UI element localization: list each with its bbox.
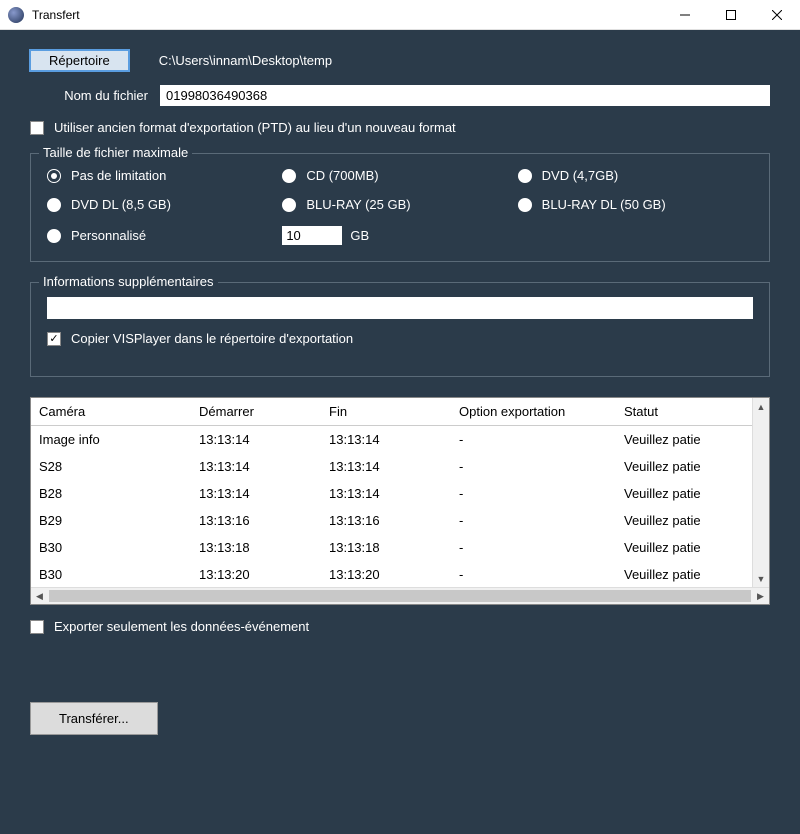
table-cell: - bbox=[451, 426, 616, 453]
table-row[interactable]: B3013:13:1813:13:18-Veuillez patie bbox=[31, 534, 769, 561]
table-cell: S28 bbox=[31, 453, 191, 480]
transfer-button[interactable]: Transférer... bbox=[30, 702, 158, 735]
legacy-format-label: Utiliser ancien format d'exportation (PT… bbox=[54, 120, 456, 135]
radio-custom[interactable] bbox=[47, 229, 61, 243]
th-start[interactable]: Démarrer bbox=[191, 398, 321, 425]
table-cell: 13:13:14 bbox=[321, 480, 451, 507]
scroll-left-icon[interactable]: ◀ bbox=[31, 588, 48, 604]
export-table: Caméra Démarrer Fin Option exportation S… bbox=[30, 397, 770, 605]
titlebar: Transfert bbox=[0, 0, 800, 30]
radio-dvd-dl[interactable] bbox=[47, 198, 61, 212]
table-cell: 13:13:16 bbox=[191, 507, 321, 534]
table-cell: B29 bbox=[31, 507, 191, 534]
table-cell: B30 bbox=[31, 561, 191, 588]
radio-cd[interactable] bbox=[282, 169, 296, 183]
legacy-format-checkbox[interactable] bbox=[30, 121, 44, 135]
info-text-input[interactable] bbox=[47, 297, 753, 319]
table-cell: Veuillez patie bbox=[616, 507, 712, 534]
table-cell: Image info bbox=[31, 426, 191, 453]
maximize-button[interactable] bbox=[708, 0, 754, 30]
table-row[interactable]: B2813:13:1413:13:14-Veuillez patie bbox=[31, 480, 769, 507]
hscroll-thumb[interactable] bbox=[49, 590, 751, 602]
vertical-scrollbar[interactable]: ▲ ▼ bbox=[752, 398, 769, 587]
table-row[interactable]: B2913:13:1613:13:16-Veuillez patie bbox=[31, 507, 769, 534]
table-cell: - bbox=[451, 453, 616, 480]
radio-bluray-dl[interactable] bbox=[518, 198, 532, 212]
th-status[interactable]: Statut bbox=[616, 398, 712, 425]
horizontal-scrollbar[interactable]: ◀ ▶ bbox=[31, 587, 769, 604]
copy-player-checkbox[interactable] bbox=[47, 332, 61, 346]
filename-label: Nom du fichier bbox=[30, 88, 160, 103]
table-cell: 13:13:18 bbox=[191, 534, 321, 561]
radio-dvd-label: DVD (4,7GB) bbox=[542, 168, 619, 183]
radio-bluray-label: BLU-RAY (25 GB) bbox=[306, 197, 410, 212]
content-panel: Répertoire C:\Users\innam\Desktop\temp N… bbox=[0, 30, 800, 834]
th-export-option[interactable]: Option exportation bbox=[451, 398, 616, 425]
table-cell: 13:13:20 bbox=[321, 561, 451, 588]
table-cell: B30 bbox=[31, 534, 191, 561]
copy-player-label: Copier VISPlayer dans le répertoire d'ex… bbox=[71, 331, 353, 346]
filesize-fieldset: Taille de fichier maximale Pas de limita… bbox=[30, 153, 770, 262]
table-header: Caméra Démarrer Fin Option exportation S… bbox=[31, 398, 769, 426]
table-cell: 13:13:20 bbox=[191, 561, 321, 588]
table-cell: 13:13:16 bbox=[321, 507, 451, 534]
table-cell: - bbox=[451, 534, 616, 561]
info-legend: Informations supplémentaires bbox=[39, 274, 218, 289]
custom-size-input[interactable] bbox=[282, 226, 342, 245]
table-cell: - bbox=[451, 561, 616, 588]
radio-bluray-dl-label: BLU-RAY DL (50 GB) bbox=[542, 197, 666, 212]
table-cell: - bbox=[451, 507, 616, 534]
th-end[interactable]: Fin bbox=[321, 398, 451, 425]
radio-no-limit[interactable] bbox=[47, 169, 61, 183]
radio-cd-label: CD (700MB) bbox=[306, 168, 378, 183]
radio-no-limit-label: Pas de limitation bbox=[71, 168, 166, 183]
table-cell: Veuillez patie bbox=[616, 453, 712, 480]
scroll-right-icon[interactable]: ▶ bbox=[752, 588, 769, 604]
export-events-label: Exporter seulement les données-événement bbox=[54, 619, 309, 634]
table-cell: 13:13:14 bbox=[191, 480, 321, 507]
table-row[interactable]: Image info13:13:1413:13:14-Veuillez pati… bbox=[31, 426, 769, 453]
table-cell: Veuillez patie bbox=[616, 426, 712, 453]
export-events-checkbox[interactable] bbox=[30, 620, 44, 634]
app-icon bbox=[8, 7, 24, 23]
radio-bluray[interactable] bbox=[282, 198, 296, 212]
table-cell: 13:13:14 bbox=[321, 453, 451, 480]
radio-dvd[interactable] bbox=[518, 169, 532, 183]
th-camera[interactable]: Caméra bbox=[31, 398, 191, 425]
filename-input[interactable] bbox=[160, 85, 770, 106]
custom-size-unit: GB bbox=[350, 228, 369, 243]
scroll-up-icon[interactable]: ▲ bbox=[753, 398, 769, 415]
table-cell: 13:13:14 bbox=[191, 453, 321, 480]
directory-button[interactable]: Répertoire bbox=[30, 50, 129, 71]
minimize-button[interactable] bbox=[662, 0, 708, 30]
table-row[interactable]: S2813:13:1413:13:14-Veuillez patie bbox=[31, 453, 769, 480]
directory-path: C:\Users\innam\Desktop\temp bbox=[159, 53, 332, 68]
info-fieldset: Informations supplémentaires Copier VISP… bbox=[30, 282, 770, 377]
table-cell: 13:13:18 bbox=[321, 534, 451, 561]
table-cell: Veuillez patie bbox=[616, 534, 712, 561]
radio-custom-label: Personnalisé bbox=[71, 228, 146, 243]
table-cell: 13:13:14 bbox=[191, 426, 321, 453]
close-button[interactable] bbox=[754, 0, 800, 30]
window-title: Transfert bbox=[32, 8, 80, 22]
table-cell: B28 bbox=[31, 480, 191, 507]
table-row[interactable]: B3013:13:2013:13:20-Veuillez patie bbox=[31, 561, 769, 588]
table-cell: Veuillez patie bbox=[616, 480, 712, 507]
table-cell: - bbox=[451, 480, 616, 507]
table-cell: Veuillez patie bbox=[616, 561, 712, 588]
scroll-down-icon[interactable]: ▼ bbox=[753, 570, 769, 587]
radio-dvd-dl-label: DVD DL (8,5 GB) bbox=[71, 197, 171, 212]
table-cell: 13:13:14 bbox=[321, 426, 451, 453]
filesize-legend: Taille de fichier maximale bbox=[39, 145, 192, 160]
